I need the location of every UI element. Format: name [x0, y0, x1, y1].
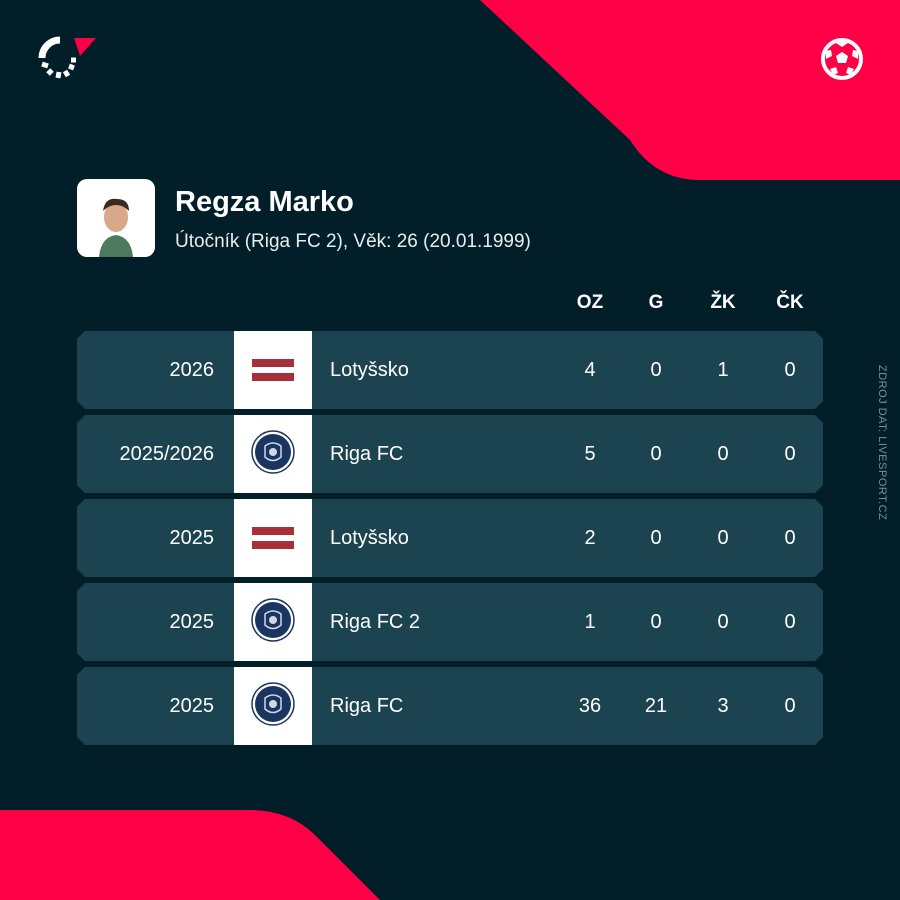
- team-crest: [234, 499, 312, 577]
- team-name: Riga FC: [330, 443, 404, 465]
- latvia-flag-icon: [252, 359, 294, 381]
- column-header-ck: ČK: [776, 292, 804, 313]
- riga-fc-crest-icon: [251, 681, 295, 731]
- yellow-cards: 1: [717, 359, 729, 381]
- goals: 0: [650, 611, 662, 633]
- player-name: Regza Marko: [175, 186, 354, 218]
- appearances: 2: [584, 527, 596, 549]
- column-header-zk: ŽK: [710, 292, 736, 313]
- goals: 0: [650, 443, 662, 465]
- team-crest: [234, 583, 312, 661]
- goals: 0: [650, 527, 662, 549]
- season: 2025: [169, 695, 215, 717]
- team-crest: [234, 331, 312, 409]
- appearances: 4: [584, 359, 596, 381]
- table-row: 2025 Riga FC 36 21 3 0: [77, 667, 823, 745]
- appearances: 36: [578, 695, 602, 717]
- season: 2025: [169, 527, 215, 549]
- red-cards: 0: [784, 611, 796, 633]
- season: 2025: [169, 611, 215, 633]
- data-source: ZDROJ DAT: LIVESPORT.CZ: [876, 365, 888, 521]
- season: 2026: [169, 359, 215, 381]
- yellow-cards: 3: [717, 695, 729, 717]
- decorative-red-shape: [480, 0, 900, 180]
- goals: 21: [644, 695, 668, 717]
- riga-fc-crest-icon: [251, 597, 295, 647]
- table-row: 2026 Lotyšsko 4 0 1 0: [77, 331, 823, 409]
- column-header-oz: OZ: [576, 292, 604, 313]
- red-cards: 0: [784, 527, 796, 549]
- team-name: Riga FC 2: [330, 611, 421, 633]
- yellow-cards: 0: [717, 443, 729, 465]
- football-icon: [821, 38, 863, 80]
- player-subtitle: Útočník (Riga FC 2), Věk: 26 (20.01.1999…: [175, 231, 531, 252]
- table-row: 2025 Lotyšsko 2 0 0 0: [77, 499, 823, 577]
- red-cards: 0: [784, 695, 796, 717]
- appearances: 1: [584, 611, 596, 633]
- yellow-cards: 0: [717, 611, 729, 633]
- decorative-red-shape-bottom: [0, 810, 380, 900]
- player-avatar: [77, 179, 155, 257]
- table-row: 2025/2026 Riga FC 5 0 0 0: [77, 415, 823, 493]
- goals: 0: [650, 359, 662, 381]
- red-cards: 0: [784, 443, 796, 465]
- riga-fc-crest-icon: [251, 429, 295, 479]
- team-crest: [234, 667, 312, 745]
- team-name: Riga FC: [330, 695, 404, 717]
- column-header-g: G: [648, 292, 664, 313]
- table-row: 2025 Riga FC 2 1 0 0 0: [77, 583, 823, 661]
- team-name: Lotyšsko: [330, 359, 409, 381]
- red-cards: 0: [784, 359, 796, 381]
- season: 2025/2026: [119, 443, 214, 465]
- latvia-flag-icon: [252, 527, 294, 549]
- flashscore-logo-icon: [38, 36, 96, 79]
- team-name: Lotyšsko: [330, 527, 409, 549]
- appearances: 5: [584, 443, 596, 465]
- team-crest: [234, 415, 312, 493]
- yellow-cards: 0: [717, 527, 729, 549]
